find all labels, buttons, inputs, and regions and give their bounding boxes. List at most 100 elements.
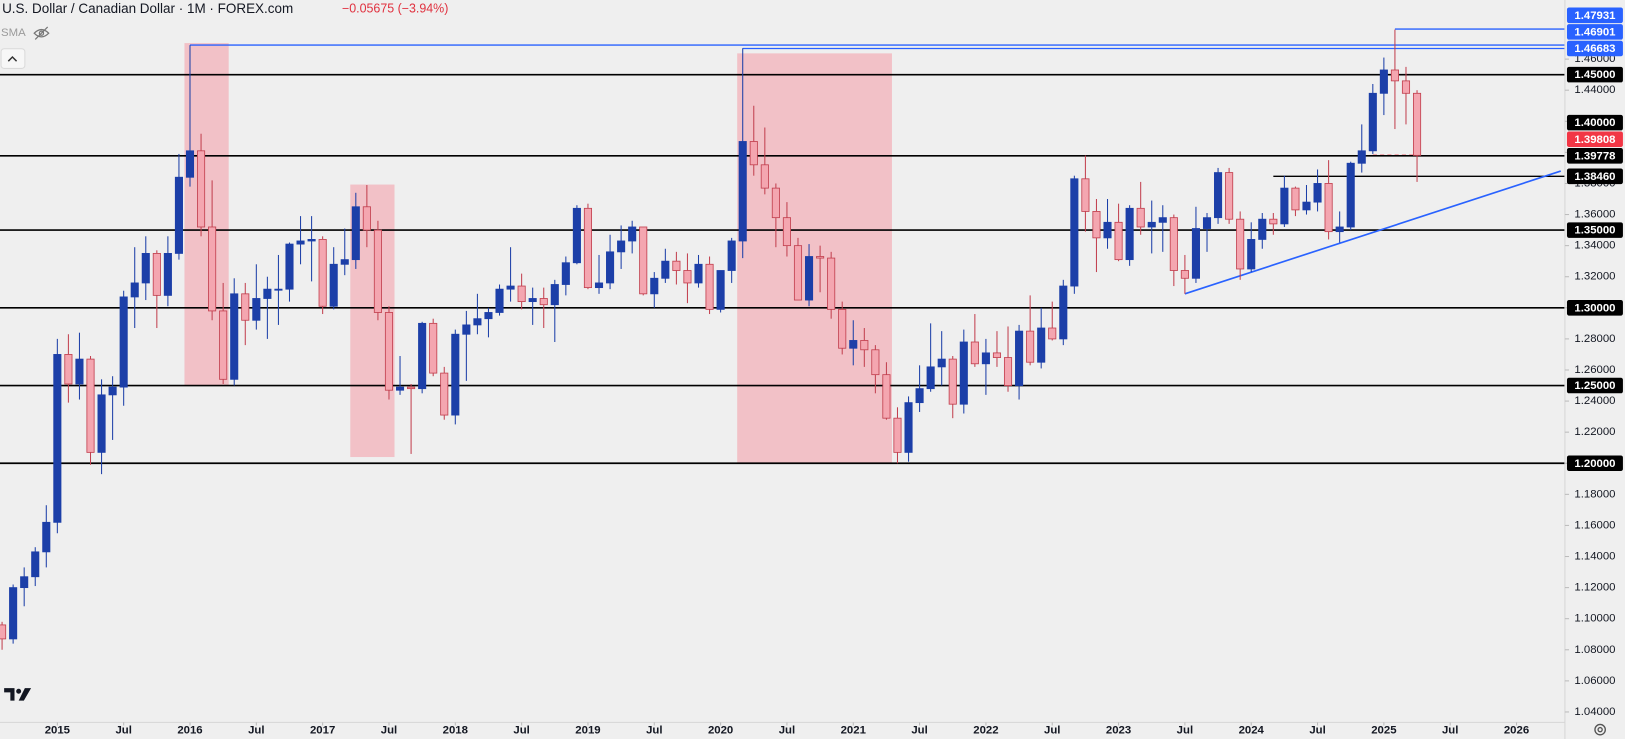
candle-body — [152, 252, 161, 296]
candle-body — [882, 374, 891, 419]
price-label-box — [1566, 66, 1623, 83]
candle-body — [959, 341, 968, 405]
candle-body — [539, 298, 548, 306]
candle-body — [948, 358, 957, 405]
candle-body — [42, 521, 51, 553]
candle-body — [318, 239, 327, 307]
candle-body — [395, 386, 405, 391]
candle-body — [230, 293, 239, 380]
candle-body — [528, 298, 537, 303]
x-tick-label: 2018 — [443, 725, 468, 737]
candle-body — [793, 245, 803, 301]
candle-body — [860, 340, 869, 351]
candle-body — [1236, 218, 1245, 270]
y-tick-label: 1.10000 — [1574, 613, 1615, 625]
indicator-label[interactable]: SMA — [1, 27, 26, 39]
candle-body — [97, 394, 106, 453]
candle-body — [1247, 239, 1256, 270]
settings-icon[interactable] — [1594, 723, 1606, 736]
candle-body — [550, 284, 559, 306]
x-tick-label: 2021 — [841, 725, 867, 737]
price-label-box — [1566, 7, 1623, 24]
y-tick-label: 1.44000 — [1574, 84, 1615, 96]
candle-body — [727, 240, 736, 271]
candle-body — [451, 333, 460, 416]
candle-body — [583, 207, 592, 289]
candle-body — [1191, 228, 1200, 279]
candle-body — [1214, 172, 1223, 219]
candle-body — [495, 288, 504, 313]
candle-body — [219, 310, 228, 380]
candle-body — [64, 354, 73, 385]
candle-body — [617, 240, 626, 253]
candle-body — [373, 229, 382, 313]
price-label: 1.45000 — [1574, 69, 1615, 81]
candle-body — [639, 226, 648, 295]
candle-body — [650, 277, 659, 295]
candle-body — [473, 318, 482, 326]
price-label: 1.35000 — [1574, 225, 1615, 237]
x-tick-label: Jul — [779, 725, 795, 737]
visibility-icon[interactable] — [33, 26, 50, 40]
x-tick-label: Jul — [115, 725, 131, 737]
candle-body — [362, 206, 371, 231]
candle-body — [340, 259, 349, 265]
candle-body — [53, 354, 62, 523]
candle-body — [1258, 218, 1267, 240]
change-label: −0.05675 (−3.94%) — [342, 2, 448, 16]
x-tick-label: 2024 — [1239, 725, 1265, 737]
candle-body — [174, 176, 183, 254]
candle-body — [1313, 183, 1322, 203]
candle-body — [1103, 221, 1112, 239]
y-tick-label: 1.12000 — [1574, 582, 1615, 594]
candle-body — [1368, 92, 1377, 152]
candle-body — [163, 252, 172, 296]
candle-body — [1026, 330, 1035, 363]
candle-body — [992, 352, 1002, 358]
price-label-box — [1566, 24, 1623, 40]
x-tick-label: 2019 — [575, 725, 600, 737]
candle-body — [1357, 150, 1366, 164]
candle-body — [561, 262, 570, 285]
x-tick-label: 2020 — [708, 725, 733, 737]
x-tick-label: Jul — [911, 725, 927, 737]
candle-body — [119, 296, 128, 388]
candle-body — [418, 322, 427, 390]
price-label: 1.25000 — [1574, 380, 1615, 392]
candle-body — [141, 252, 150, 284]
candle-body — [407, 386, 416, 390]
candle-body — [1202, 217, 1212, 229]
candle-body — [1092, 211, 1101, 239]
candle-body — [683, 270, 692, 284]
candle-body — [594, 282, 604, 289]
price-label-box — [1566, 300, 1623, 316]
candle-body — [672, 260, 681, 271]
candle-body — [1015, 330, 1024, 386]
candle-body — [749, 141, 758, 166]
collapse-button[interactable] — [0, 48, 26, 69]
x-tick-label: 2017 — [310, 725, 335, 737]
price-label: 1.46901 — [1574, 26, 1616, 38]
price-label: 1.46683 — [1574, 43, 1615, 55]
candle-body — [782, 217, 791, 247]
price-label: 1.47931 — [1574, 10, 1616, 22]
x-tick-label: Jul — [1442, 725, 1458, 737]
candle-body — [849, 340, 858, 349]
candle-body — [1379, 69, 1388, 94]
candle-body — [572, 207, 581, 264]
y-tick-label: 1.04000 — [1574, 706, 1615, 718]
candle-body — [440, 372, 449, 416]
candle-body — [871, 349, 880, 376]
candle-body — [915, 388, 924, 404]
candle-body — [9, 587, 18, 640]
x-tick-label: Jul — [248, 725, 264, 737]
candle-body — [252, 298, 261, 321]
y-tick-label: 1.36000 — [1574, 209, 1615, 221]
candle-body — [1158, 217, 1167, 223]
candle-body — [838, 308, 847, 349]
candle-body — [1003, 357, 1013, 386]
candle-body — [1280, 187, 1289, 225]
candle-body — [1081, 178, 1090, 212]
candle-body — [1048, 327, 1057, 340]
candle-body — [1269, 218, 1278, 225]
